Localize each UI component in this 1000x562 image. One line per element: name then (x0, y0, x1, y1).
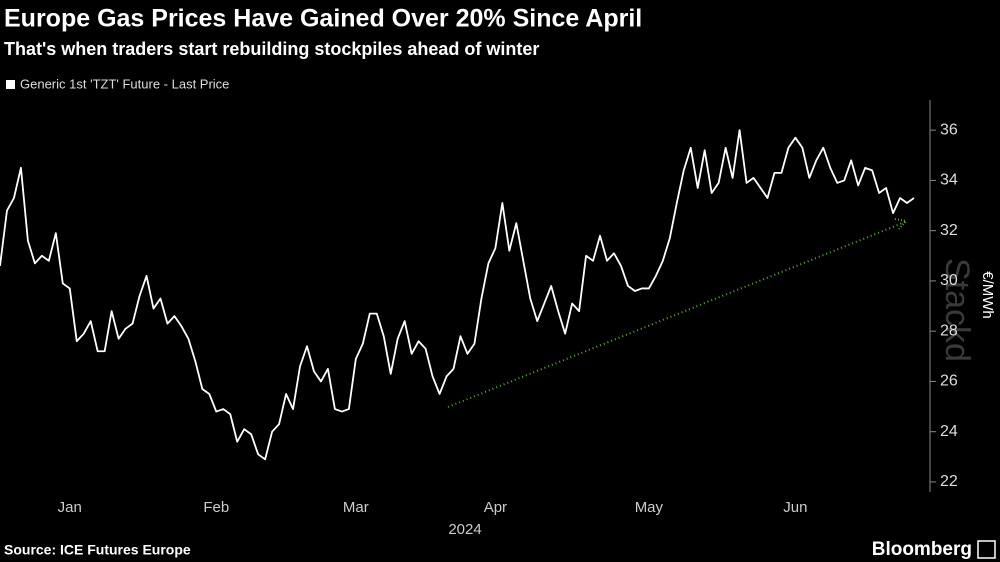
brand: Bloomberg (872, 539, 972, 560)
y-tick-label: 24 (940, 423, 958, 440)
legend-swatch (6, 80, 15, 89)
y-tick-label: 22 (940, 473, 958, 490)
series-line (0, 129, 915, 461)
chart-title: Europe Gas Prices Have Gained Over 20% S… (4, 5, 642, 33)
y-axis-label: €/MWh (979, 271, 996, 319)
legend-label: Generic 1st 'TZT' Future - Last Price (20, 76, 229, 91)
trend-arrow (894, 218, 908, 230)
x-tick-label: May (635, 499, 664, 516)
x-tick-label: Jan (58, 499, 82, 516)
y-tick-label: 30 (940, 272, 958, 289)
chart-subtitle: That's when traders start rebuilding sto… (4, 39, 539, 59)
x-tick-label: Feb (203, 499, 229, 516)
y-tick-label: 26 (940, 373, 958, 390)
x-tick-label: Apr (484, 499, 507, 516)
x-tick-label: Jun (783, 499, 807, 516)
y-tick-label: 32 (940, 222, 958, 239)
brand-icon (977, 540, 996, 559)
y-tick-label: 36 (940, 121, 958, 138)
x-tick-label: Mar (343, 499, 369, 516)
y-tick-label: 28 (940, 322, 958, 339)
watermark: Stackd (938, 258, 976, 362)
source: Source: ICE Futures Europe (4, 542, 191, 558)
y-tick-label: 34 (940, 172, 958, 189)
x-group-label: 2024 (448, 521, 481, 538)
